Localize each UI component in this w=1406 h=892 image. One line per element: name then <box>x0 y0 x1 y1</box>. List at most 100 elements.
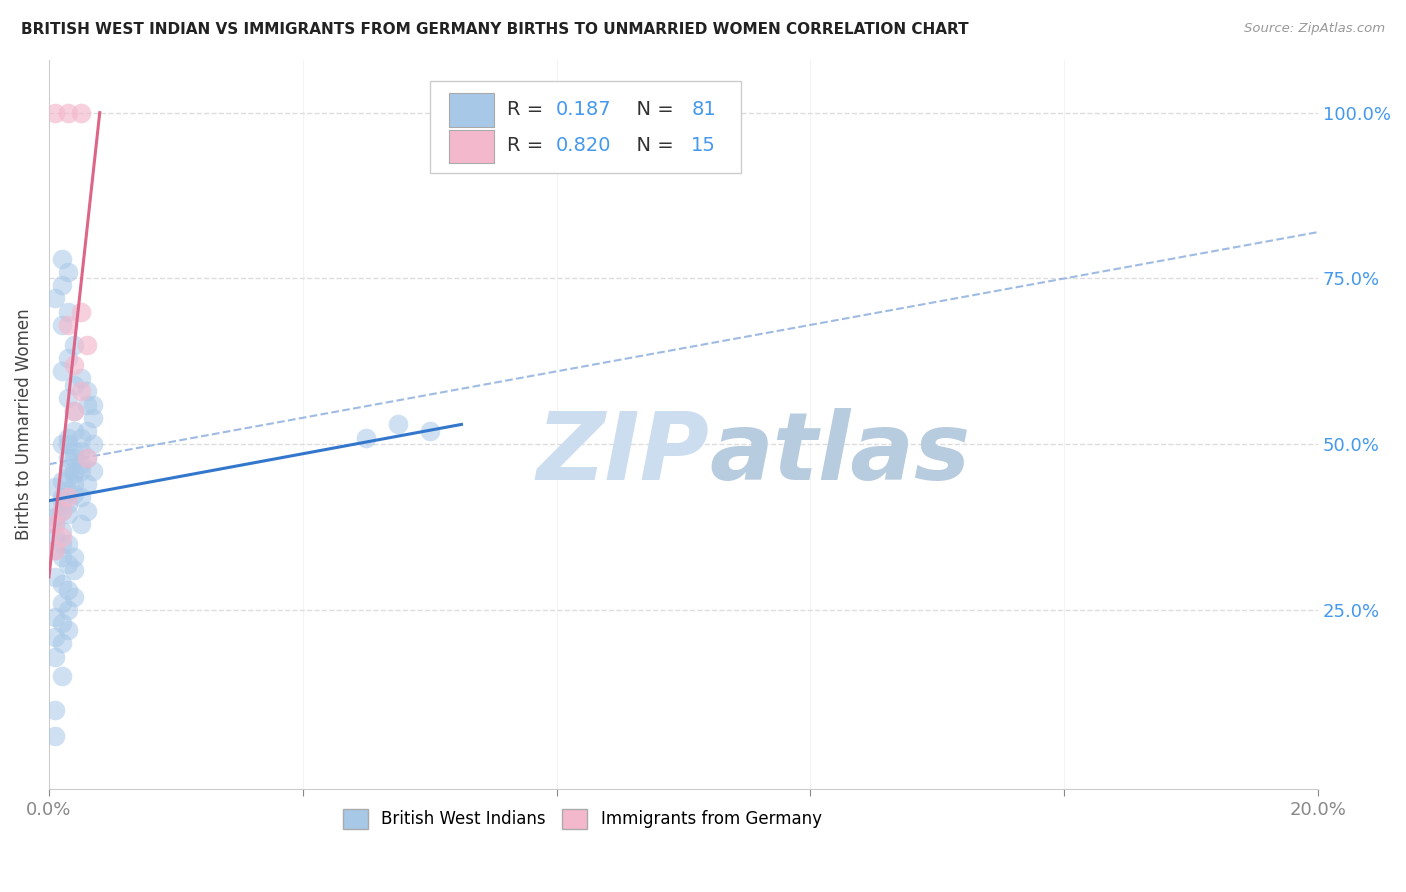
Legend: British West Indians, Immigrants from Germany: British West Indians, Immigrants from Ge… <box>336 802 828 836</box>
Point <box>56 537 79 551</box>
Point <box>69 457 91 471</box>
Point <box>56 105 79 120</box>
Point <box>63 467 86 482</box>
Point <box>44 543 66 558</box>
Point <box>44 516 66 531</box>
Point <box>56 603 79 617</box>
Point <box>56 318 79 332</box>
Point <box>76 503 98 517</box>
Point <box>51 597 73 611</box>
Point <box>51 576 73 591</box>
FancyBboxPatch shape <box>449 129 495 163</box>
Point <box>419 424 441 438</box>
Point <box>82 410 104 425</box>
Point <box>51 474 73 488</box>
Point <box>76 424 98 438</box>
Point <box>44 530 66 544</box>
Point <box>56 450 79 465</box>
Point <box>76 338 98 352</box>
Point <box>51 524 73 538</box>
Point <box>56 507 79 521</box>
Point <box>44 729 66 743</box>
Point <box>44 570 66 584</box>
Point <box>56 391 79 405</box>
Point <box>356 431 378 445</box>
Point <box>56 623 79 637</box>
Point <box>76 450 98 465</box>
Point <box>56 265 79 279</box>
Text: 0.820: 0.820 <box>555 136 610 155</box>
Point <box>56 557 79 571</box>
Point <box>63 477 86 491</box>
Point <box>51 616 73 631</box>
Point <box>63 563 86 577</box>
Point <box>56 497 79 511</box>
Text: N =: N = <box>624 100 681 119</box>
Point <box>51 669 73 683</box>
Point <box>44 480 66 494</box>
Text: 81: 81 <box>692 100 716 119</box>
Point <box>69 491 91 505</box>
Point <box>56 431 79 445</box>
Point <box>51 550 73 565</box>
Point <box>51 503 73 517</box>
Point <box>51 537 73 551</box>
Point <box>63 377 86 392</box>
Point <box>56 351 79 365</box>
Point <box>63 338 86 352</box>
Point <box>51 503 73 517</box>
Text: Source: ZipAtlas.com: Source: ZipAtlas.com <box>1244 22 1385 36</box>
Point <box>44 543 66 558</box>
Point <box>76 397 98 411</box>
Point <box>51 252 73 266</box>
Point <box>63 590 86 604</box>
Point <box>44 609 66 624</box>
Point <box>63 464 86 478</box>
Point <box>76 477 98 491</box>
Point <box>44 516 66 531</box>
Point <box>69 105 91 120</box>
Point <box>63 358 86 372</box>
Point <box>51 278 73 293</box>
Point <box>44 105 66 120</box>
Point <box>44 703 66 717</box>
Point <box>51 318 73 332</box>
Point <box>44 630 66 644</box>
Point <box>63 404 86 418</box>
Text: BRITISH WEST INDIAN VS IMMIGRANTS FROM GERMANY BIRTHS TO UNMARRIED WOMEN CORRELA: BRITISH WEST INDIAN VS IMMIGRANTS FROM G… <box>21 22 969 37</box>
Point <box>69 431 91 445</box>
Point <box>56 483 79 498</box>
Point <box>69 371 91 385</box>
Point <box>44 510 66 524</box>
Text: atlas: atlas <box>709 408 970 500</box>
Point <box>51 636 73 650</box>
Point <box>82 464 104 478</box>
Point <box>63 404 86 418</box>
FancyBboxPatch shape <box>430 81 741 173</box>
FancyBboxPatch shape <box>449 93 495 127</box>
Point <box>76 450 98 465</box>
Point <box>51 491 73 505</box>
Point <box>44 500 66 515</box>
Point <box>51 493 73 508</box>
Point <box>76 384 98 399</box>
Point <box>44 649 66 664</box>
Point <box>69 384 91 399</box>
Point <box>69 444 91 458</box>
Point <box>51 530 73 544</box>
Point <box>56 583 79 598</box>
Text: R =: R = <box>508 100 550 119</box>
Point <box>82 397 104 411</box>
Point <box>56 460 79 475</box>
Point <box>69 304 91 318</box>
Text: 0.187: 0.187 <box>555 100 612 119</box>
Point <box>51 437 73 451</box>
Point <box>69 464 91 478</box>
Point <box>56 437 79 451</box>
Point <box>387 417 409 432</box>
Text: R =: R = <box>508 136 550 155</box>
Point <box>51 364 73 378</box>
Point <box>56 470 79 484</box>
Point <box>63 550 86 565</box>
Text: ZIP: ZIP <box>536 408 709 500</box>
